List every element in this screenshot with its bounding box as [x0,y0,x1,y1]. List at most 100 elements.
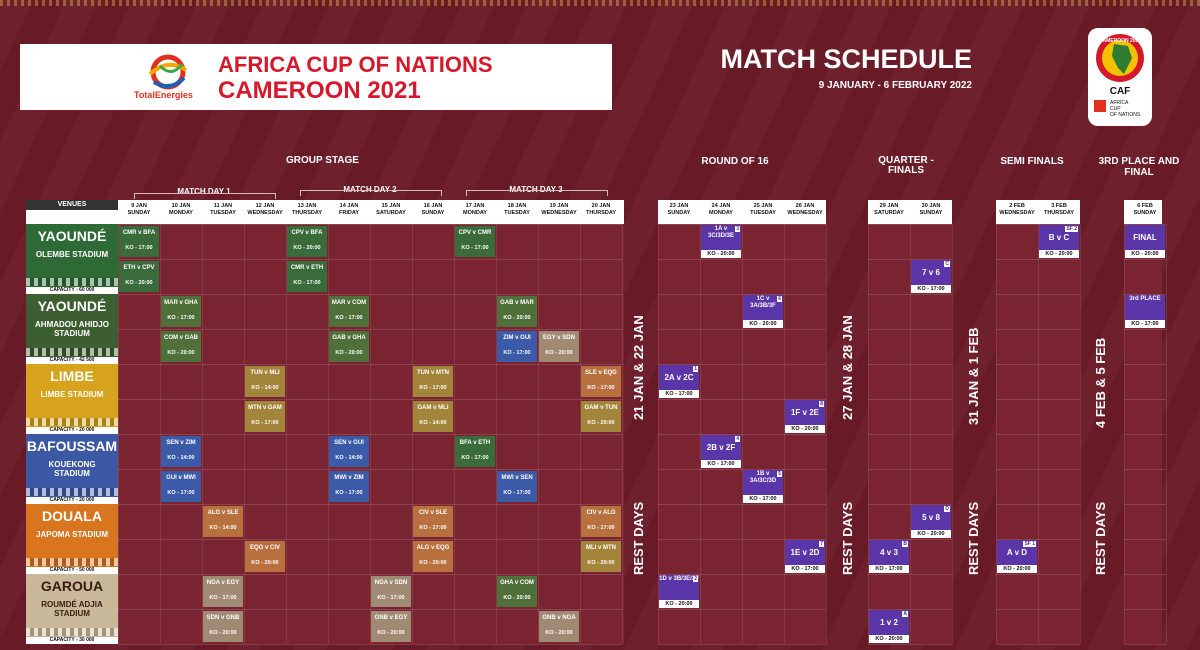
group-match[interactable]: GNB v EGY KO - 20:00 [371,611,411,642]
grid-line-row [996,224,1080,225]
ko-match-r16-3[interactable]: 1A v 3C/3D/3E KO - 20:00 3 [701,225,741,258]
group-match[interactable]: NGA v SDN KO - 17:00 [371,576,411,607]
match-teams: CPV v BFA [291,230,323,236]
ko-match-r16-7[interactable]: 1E v 2D KO - 17:00 7 [785,540,825,573]
group-match[interactable]: CMR v BFA KO - 17:00 [119,226,159,257]
ko-match-number-badge: SF 1 [1023,541,1036,547]
grid-line-row [996,539,1080,540]
date-label: 17 JAN [465,203,485,209]
group-match[interactable]: MWI v ZIM KO - 17:00 [329,471,369,502]
group-match[interactable]: EQG v CIV KO - 20:00 [245,541,285,572]
date-header-final_dates-0: 6 FEB SUNDAY [1124,203,1166,217]
ko-match-third[interactable]: 3rd PLACE KO - 17:00 [1125,295,1165,328]
group-match[interactable]: BFA v ETH KO - 17:00 [455,436,495,467]
match-kickoff: KO - 20:00 [251,560,279,566]
match-teams: MWI v ZIM [334,475,364,481]
match-teams: MAR v GHA [164,300,198,306]
venue-capacity: CAPACITY - 20 000 [26,497,118,504]
group-match[interactable]: MAR v GHA KO - 17:00 [161,296,201,327]
group-match[interactable]: COM v GAB KO - 20:00 [161,331,201,362]
match-teams: MLI v MTN [586,545,616,551]
ko-match-r16-2[interactable]: 1D v 3B/3E/3F KO - 20:00 2 [659,575,699,608]
ko-match-r16-4[interactable]: 2B v 2F KO - 17:00 4 [701,435,741,468]
ko-match-r16-6[interactable]: 1C v 3A/3B/3F KO - 20:00 6 [743,295,783,328]
group-match[interactable]: CPV v CMR KO - 17:00 [455,226,495,257]
match-kickoff: KO - 17:00 [587,385,615,391]
grid-line-row [996,329,1080,330]
date-label: 13 JAN [297,203,317,209]
group-match[interactable]: CMR v ETH KO - 17:00 [287,261,327,292]
caf-logo-edition: CAMEROON 2021 [1099,38,1141,44]
ko-match-qf-d[interactable]: 5 v 8 KO - 20:00 D [911,505,951,538]
date-header-r16_dates-1: 24 JAN MONDAY [700,203,742,217]
venue-city: LIMBE [50,368,94,384]
group-match[interactable]: GAB v GHA KO - 20:00 [329,331,369,362]
ko-match-kickoff: KO - 17:00 [1125,320,1165,328]
grid-line-row [118,399,622,400]
group-match[interactable]: SLE v EQG KO - 17:00 [581,366,621,397]
match-teams: ALG v EQG [416,545,450,551]
ko-match-number-badge: 1 [693,366,698,372]
group-match[interactable]: CIV v ALG KO - 17:00 [581,506,621,537]
group-match[interactable]: TUN v MLI KO - 14:00 [245,366,285,397]
match-kickoff: KO - 17:00 [335,315,363,321]
ko-match-qf-a[interactable]: 1 v 2 KO - 20:00 A [869,610,909,643]
group-match[interactable]: CPV v BFA KO - 20:00 [287,226,327,257]
ko-match-sf-2[interactable]: B v C KO - 20:00 SF 2 [1039,225,1079,258]
group-match[interactable]: CIV v SLE KO - 17:00 [413,506,453,537]
grid-line-row [868,469,952,470]
group-match[interactable]: NGA v EGY KO - 17:00 [203,576,243,607]
ko-match-teams: 3rd PLACE [1129,296,1161,302]
ko-match-kickoff: KO - 17:00 [743,495,783,503]
totalenergies-brand: TotalEnergies [134,90,193,100]
group-match[interactable]: ALG v EQG KO - 20:00 [413,541,453,572]
weekday-label: TUESDAY [750,210,776,216]
grid-line-col [328,224,329,644]
grid-line-row [118,609,622,610]
ko-match-teams: 1E v 2D [790,548,820,557]
group-match[interactable]: GAB v MAR KO - 20:00 [497,296,537,327]
date-label: 23 JAN [669,203,689,209]
group-match[interactable]: TUN v MTN KO - 17:00 [413,366,453,397]
date-label: 26 JAN [795,203,815,209]
weekday-label: TUESDAY [210,210,236,216]
group-match[interactable]: MLI v MTN KO - 20:00 [581,541,621,572]
group-match[interactable]: SEN v ZIM KO - 14:00 [161,436,201,467]
grid-line-row [868,539,952,540]
ko-match-qf-c[interactable]: 7 v 6 KO - 17:00 C [911,260,951,293]
group-match[interactable]: EGY v SDN KO - 20:00 [539,331,579,362]
ko-match-r16-5[interactable]: 1B v 3A/3C/3D KO - 17:00 5 [743,470,783,503]
group-match[interactable]: SEN v GUI KO - 14:00 [329,436,369,467]
venue-city: DOUALA [42,508,102,524]
ko-match-final[interactable]: FINAL KO - 20:00 [1125,225,1165,258]
date-header-r16_dates-0: 23 JAN SUNDAY [658,203,700,217]
ko-match-kickoff: KO - 20:00 [997,565,1037,573]
group-match[interactable]: ALG v SLE KO - 14:00 [203,506,243,537]
group-match[interactable]: SDN v GNB KO - 20:00 [203,611,243,642]
group-match[interactable]: GUI v MWI KO - 17:00 [161,471,201,502]
schedule-dates: 9 JANUARY - 6 FEBRUARY 2022 [818,80,972,91]
group-match[interactable]: MTN v GAM KO - 17:00 [245,401,285,432]
group-match[interactable]: MWI v SEN KO - 17:00 [497,471,537,502]
group-match[interactable]: ETH v CPV KO - 20:00 [119,261,159,292]
ko-match-sf-1[interactable]: A v D KO - 20:00 SF 1 [997,540,1037,573]
venue-capacity: CAPACITY - 60 000 [26,287,118,294]
group-match[interactable]: GHA v COM KO - 20:00 [497,576,537,607]
group-match[interactable]: MAR v COM KO - 17:00 [329,296,369,327]
match-kickoff: KO - 20:00 [335,350,363,356]
match-teams: CMR v ETH [290,265,324,271]
group-match[interactable]: GNB v NGA KO - 20:00 [539,611,579,642]
ko-match-r16-8[interactable]: 1F v 2E KO - 20:00 8 [785,400,825,433]
grid-line-row [118,539,622,540]
group-match[interactable]: GAM v TUN KO - 20:00 [581,401,621,432]
grid-line-row [868,504,952,505]
ko-match-number-badge: 5 [777,471,782,477]
ko-match-qf-b[interactable]: 4 v 3 KO - 17:00 B [869,540,909,573]
group-match[interactable]: ZIM v GUI KO - 17:00 [497,331,537,362]
group-match[interactable]: GAM v MLI KO - 14:00 [413,401,453,432]
match-kickoff: KO - 17:00 [125,245,153,251]
match-teams: ETH v CPV [123,265,155,271]
schedule-title: MATCH SCHEDULE [720,44,973,74]
ko-match-r16-1[interactable]: 2A v 2C KO - 17:00 1 [659,365,699,398]
grid-line-row [1124,399,1166,400]
